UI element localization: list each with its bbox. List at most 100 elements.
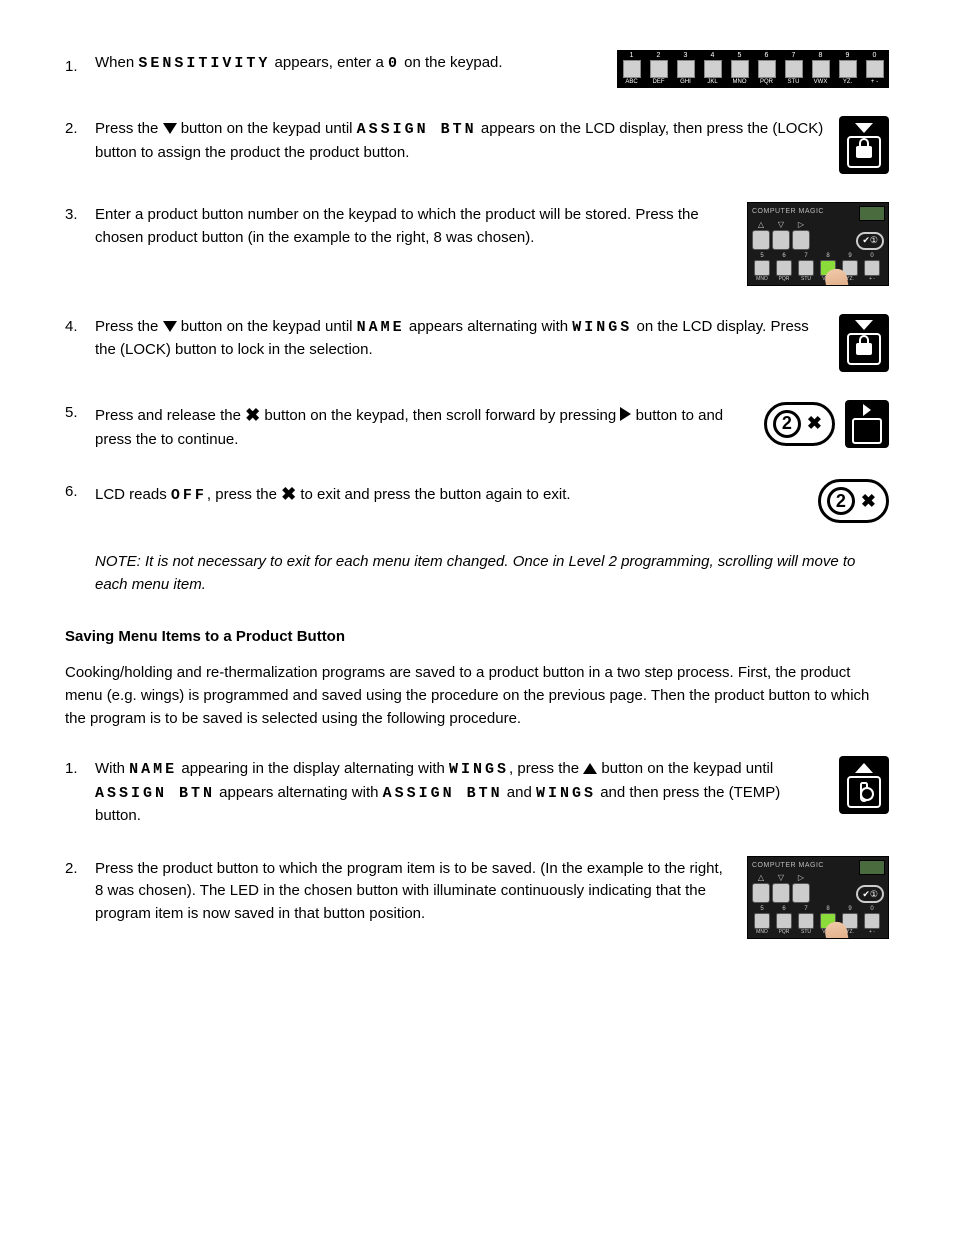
display-text-wings: wings <box>536 785 596 802</box>
lock-button-icon <box>839 314 889 372</box>
lock-button-icon <box>839 116 889 174</box>
t: With <box>95 760 129 777</box>
t: and <box>503 784 536 801</box>
t: to continue. <box>161 431 239 448</box>
triangle-up-icon <box>855 763 873 773</box>
t: appearing in the display alternating wit… <box>177 760 449 777</box>
display-text-name: name <box>129 761 177 778</box>
keypad-key: 9YZ. <box>835 52 860 86</box>
t: appears alternating with <box>215 784 383 801</box>
step-5: 5. Press and release the ✖ button on the… <box>65 400 889 452</box>
step-text: Enter a product button number on the key… <box>95 202 747 249</box>
t: , press the <box>509 760 583 777</box>
step-text: LCD reads off, press the ✖ to exit and p… <box>95 479 818 508</box>
t: button on the keypad until <box>177 318 357 335</box>
keypad-strip: 1ABC2DEF3GHI4JKL5MNO6PQR7STU8VWX9YZ.0+ - <box>617 50 889 88</box>
step-number: 1. <box>65 756 95 781</box>
step-icons <box>839 756 889 814</box>
lock-icon <box>856 343 872 355</box>
t: button on the keypad until <box>177 120 357 137</box>
t: to exit and press the <box>296 486 439 503</box>
glyph-box <box>847 333 881 365</box>
triangle-up-icon <box>583 763 597 774</box>
play-button-icon <box>845 400 889 448</box>
step-number: 2. <box>65 116 95 141</box>
triangle-down-icon <box>163 123 177 134</box>
t: button again to exit. <box>440 486 571 503</box>
keypad-key: 4JKL <box>700 52 725 86</box>
temp-button-icon <box>839 756 889 814</box>
triangle-right-icon <box>863 404 871 416</box>
step-1: 1. When sensitivity appears, enter a 0 o… <box>65 50 889 88</box>
step-icons <box>839 314 889 372</box>
display-text-assign-btn: assign btn <box>383 785 503 802</box>
step-number: 4. <box>65 314 95 339</box>
display-text-zero: 0 <box>388 55 400 72</box>
t: (LOCK) button to lock in the selection. <box>120 341 373 358</box>
step-icons: 2 ✖ <box>818 479 889 523</box>
keypad-panel-icon: COMPUTER MAGIC△▽▷✔①5MNO6PQR7STU8VWX9YZ.0… <box>747 856 889 940</box>
step-text: When sensitivity appears, enter a 0 on t… <box>95 50 617 76</box>
pill-button-icon: 2 ✖ <box>764 402 835 446</box>
glyph-box <box>847 776 881 808</box>
step-number: 5. <box>65 400 95 425</box>
keypad-key: 1ABC <box>619 52 644 86</box>
keypad-key: 2DEF <box>646 52 671 86</box>
step-icons: COMPUTER MAGIC△▽▷✔①5MNO6PQR7STU8VWX9YZ.0… <box>747 202 889 286</box>
display-text-sensitivity: sensitivity <box>138 55 270 72</box>
t: LCD reads <box>95 486 171 503</box>
step-number: 6. <box>65 479 95 504</box>
t: button to <box>631 407 698 424</box>
step-text: Press the button on the keypad until ass… <box>95 116 839 164</box>
section-heading: Saving Menu Items to a Product Button <box>65 626 889 649</box>
section-step-2: 2. Press the product button to which the… <box>65 856 889 940</box>
note-text: NOTE: It is not necessary to exit for ea… <box>95 551 889 596</box>
triangle-down-icon <box>163 321 177 332</box>
t: Press the <box>95 120 163 137</box>
step-number: 1. <box>65 54 95 79</box>
t: button on the keypad, then scroll forwar… <box>260 407 620 424</box>
t: and then press the <box>596 784 729 801</box>
step-2: 2. Press the button on the keypad until … <box>65 116 889 174</box>
keypad-key: 5MNO <box>727 52 752 86</box>
step-icons: 1ABC2DEF3GHI4JKL5MNO6PQR7STU8VWX9YZ.0+ - <box>617 50 889 88</box>
step-icons: COMPUTER MAGIC△▽▷✔①5MNO6PQR7STU8VWX9YZ.0… <box>747 856 889 940</box>
lock-icon <box>856 146 872 158</box>
step-number: 3. <box>65 202 95 227</box>
t: , press the <box>207 486 281 503</box>
x-icon: ✖ <box>281 484 296 504</box>
t: appears, enter a <box>270 54 388 71</box>
keypad-key: 6PQR <box>754 52 779 86</box>
display-text-wings: wings <box>449 761 509 778</box>
display-text-wings: wings <box>572 319 632 336</box>
t: When <box>95 54 138 71</box>
step-text: With name appearing in the display alter… <box>95 756 839 828</box>
step-text: Press the product button to which the pr… <box>95 856 747 926</box>
triangle-right-icon <box>620 407 631 421</box>
page-content: 1. When sensitivity appears, enter a 0 o… <box>65 50 889 939</box>
step-3: 3. Enter a product button number on the … <box>65 202 889 286</box>
step-text: Press the button on the keypad until nam… <box>95 314 839 362</box>
thermometer-icon <box>860 782 868 802</box>
x-icon: ✖ <box>245 405 260 425</box>
pill-button-icon: 2 ✖ <box>818 479 889 523</box>
step-6: 6. LCD reads off, press the ✖ to exit an… <box>65 479 889 523</box>
circled-number: 2 <box>773 410 801 438</box>
triangle-down-icon <box>855 123 873 133</box>
display-text-assign-btn: assign btn <box>357 121 477 138</box>
display-text-name: name <box>357 319 405 336</box>
keypad-key: 0+ - <box>862 52 887 86</box>
display-text-off: off <box>171 487 207 504</box>
t: on the keypad. <box>400 54 503 71</box>
section-step-1: 1. With name appearing in the display al… <box>65 756 889 828</box>
step-text: Press and release the ✖ button on the ke… <box>95 400 764 452</box>
t: Press and release the <box>95 407 245 424</box>
step-icons: 2 ✖ <box>764 400 889 448</box>
display-text-assign-btn: assign btn <box>95 785 215 802</box>
t: appears on the LCD display, then press t… <box>477 120 773 137</box>
glyph-box <box>847 136 881 168</box>
circled-number: 2 <box>827 487 855 515</box>
x-icon: ✖ <box>861 488 876 515</box>
triangle-down-icon <box>855 320 873 330</box>
keypad-panel-icon: COMPUTER MAGIC△▽▷✔①5MNO6PQR7STU8VWX9YZ.0… <box>747 202 889 286</box>
